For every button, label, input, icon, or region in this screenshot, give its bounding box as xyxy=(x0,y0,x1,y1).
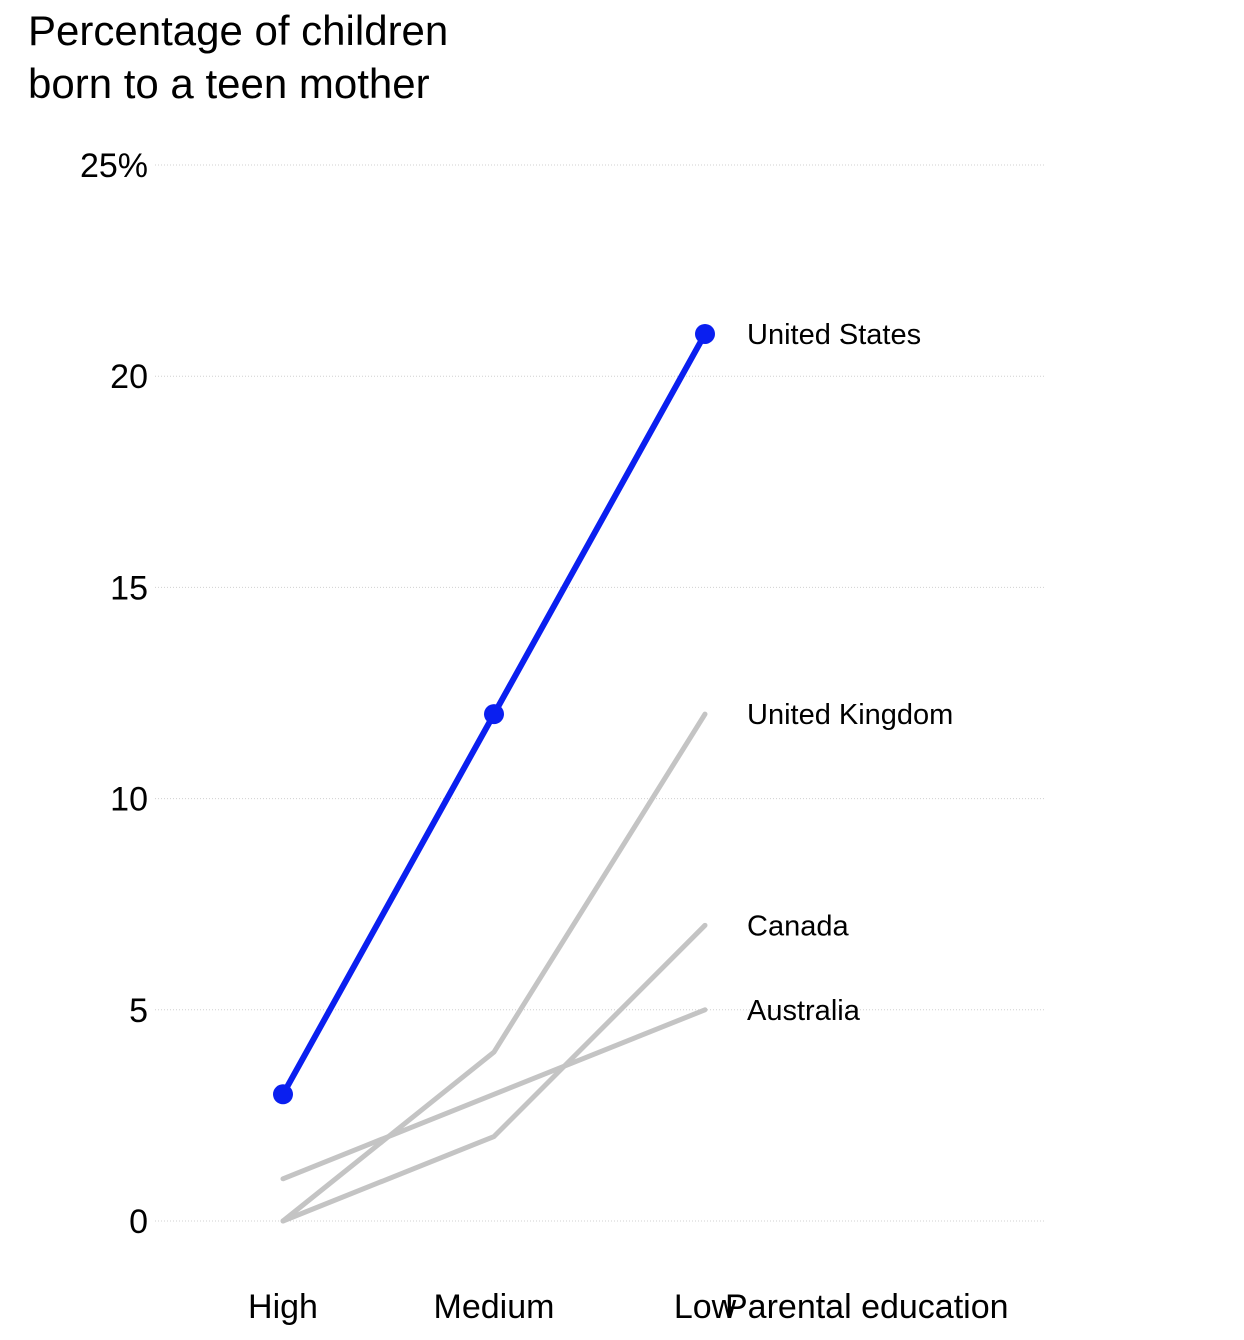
y-tick-label: 25% xyxy=(80,147,148,185)
x-tick-label: Medium xyxy=(434,1288,555,1326)
x-tick-label: Low xyxy=(674,1288,737,1326)
series-line xyxy=(280,922,708,1224)
chart-title-line-1: Percentage of children xyxy=(28,7,449,54)
series-lines xyxy=(273,323,715,1224)
y-tick-label: 0 xyxy=(129,1203,148,1241)
data-point xyxy=(695,323,715,344)
series-label: United States xyxy=(747,319,921,351)
x-tick-label: High xyxy=(248,1288,318,1326)
y-axis-tick-labels: 0 5 10 15 20 25% xyxy=(80,147,148,1241)
data-point xyxy=(484,704,504,725)
series-line xyxy=(280,711,708,1224)
series-label: Australia xyxy=(747,995,861,1027)
chart-title-line-2: born to a teen mother xyxy=(28,60,430,107)
y-tick-label: 15 xyxy=(110,569,148,607)
y-tick-label: 20 xyxy=(110,358,148,396)
series-label: United Kingdom xyxy=(747,699,953,731)
series-labels: United States United Kingdom Canada Austral… xyxy=(747,319,953,1027)
y-tick-label: 10 xyxy=(110,781,148,819)
data-point xyxy=(273,1084,293,1105)
chart-title: Percentage of children born to a teen mo… xyxy=(28,4,628,110)
series-label: Canada xyxy=(747,910,849,942)
series-line xyxy=(280,1007,708,1182)
x-axis-title: Parental education xyxy=(725,1288,1009,1326)
gridlines xyxy=(155,164,1045,1222)
y-tick-label: 5 xyxy=(129,992,148,1030)
